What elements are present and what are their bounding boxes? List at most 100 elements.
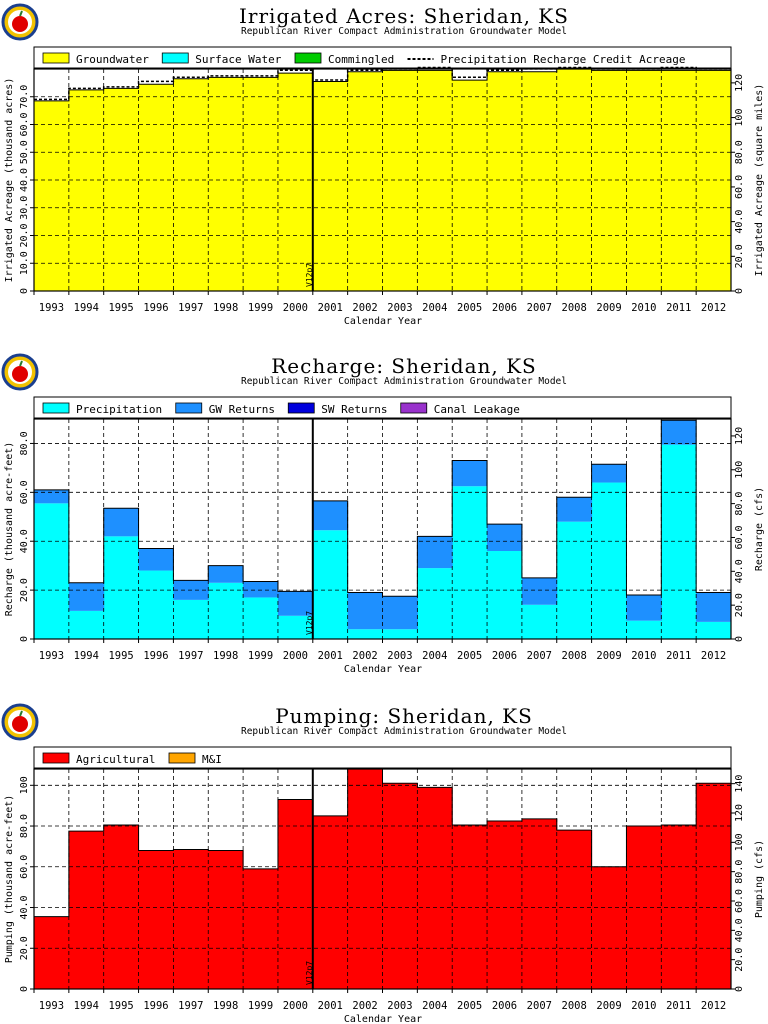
x-tick-label-1997: 1997: [178, 302, 203, 314]
x-tick-label-2000: 2000: [283, 650, 308, 662]
x-tick-label-1995: 1995: [108, 1000, 133, 1012]
x-axis-label: Calendar Year: [344, 1014, 422, 1024]
x-tick-label-2001: 2001: [318, 650, 343, 662]
bar-1998: [208, 77, 244, 291]
apple-stem: [19, 360, 23, 367]
x-tick-label-1994: 1994: [74, 650, 99, 662]
x-tick-label-1993: 1993: [39, 650, 64, 662]
x-axis: 1993 1994 1995 1996 1997 1998 1999 2000 2001 2002…: [33, 989, 726, 1024]
x-tick-label-1999: 1999: [248, 650, 273, 662]
y-tick-label-60.0: 60.0: [19, 855, 30, 879]
x-tick-label-2006: 2006: [492, 1000, 517, 1012]
bar-2005: [452, 460, 488, 487]
bar-2007: [521, 577, 558, 605]
x-tick-label-2011: 2011: [666, 302, 691, 314]
x-tick-label-2008: 2008: [562, 1000, 587, 1012]
y2-tick-label-20.0: 20.0: [734, 244, 745, 268]
bar-2009: [591, 70, 627, 291]
y2-tick-label-80.0: 80.0: [734, 492, 745, 516]
legend-swatch-2: [287, 402, 315, 414]
bar-2009: [591, 482, 627, 639]
y2-tick-label-20.0: 20.0: [734, 948, 745, 972]
x-tick-label-1996: 1996: [143, 650, 168, 662]
y2-tick-label-120: 120: [734, 804, 745, 822]
y2-tick-label-40.0: 40.0: [734, 210, 745, 234]
y2-tick-label-80.0: 80.0: [734, 860, 745, 884]
bar-2009: [591, 464, 627, 483]
y2-tick-label-40.0: 40.0: [734, 918, 745, 942]
bar-2009: [591, 866, 627, 989]
bar-1999: [243, 597, 279, 639]
legend-swatch-1: [168, 752, 196, 764]
y-tick-label-40.0: 40.0: [19, 895, 30, 919]
y-tick-label-70.0: 70.0: [19, 85, 30, 109]
y-axis-right: 0 20.0 40.0 60.0 80.0 100 120 140 Pumping (cfs): [731, 775, 765, 992]
chart-subtitle: Republican River Compact Administration …: [241, 726, 567, 737]
y2-tick-label-80.0: 80.0: [734, 140, 745, 164]
x-axis: 1993 1994 1995 1996 1997 1998 1999 2000 2001 2002…: [33, 291, 726, 327]
series-gw-returns: [34, 420, 732, 630]
bar-1994: [68, 610, 105, 639]
legend-label-2: SW Returns: [321, 403, 387, 416]
legend-label-0: Precipitation: [76, 403, 162, 416]
x-tick-label-2009: 2009: [596, 650, 621, 662]
y2-axis-label: Recharge (cfs): [754, 487, 765, 571]
legend-swatch-2: [294, 52, 322, 64]
chart-title: Irrigated Acres: Sheridan, KS: [239, 4, 569, 28]
apple-icon: [12, 716, 28, 732]
x-tick-label-1995: 1995: [108, 650, 133, 662]
x-tick-label-2004: 2004: [422, 650, 447, 662]
bar-2008: [556, 497, 593, 522]
bar-1996: [138, 570, 174, 639]
y2-tick-label-20.0: 20.0: [734, 593, 745, 617]
bar-1998: [208, 850, 244, 989]
x-tick-label-1993: 1993: [39, 302, 64, 314]
x-tick-label-2005: 2005: [457, 650, 482, 662]
y-tick-label-20.0: 20.0: [19, 936, 30, 960]
bar-2012: [696, 592, 732, 622]
bar-2010: [626, 620, 662, 639]
bar-2010: [626, 70, 662, 291]
x-tick-label-2006: 2006: [492, 650, 517, 662]
bar-1996: [138, 548, 174, 571]
x-tick-label-2006: 2006: [492, 302, 517, 314]
bar-2004: [417, 536, 453, 569]
y2-tick-label-140: 140: [734, 775, 745, 793]
bar-2012: [696, 783, 732, 989]
x-tick-label-1998: 1998: [213, 650, 238, 662]
legend-box: [33, 396, 732, 419]
bar-2002: [347, 71, 383, 292]
y-tick-label-80.0: 80.0: [19, 814, 30, 838]
y-axis-left: 0 20.0 40.0 60.0 80.0 100 Pumping (thousand ac…: [4, 776, 34, 992]
x-tick-label-2011: 2011: [666, 1000, 691, 1012]
bar-1999: [243, 868, 279, 989]
chart-title: Pumping: Sheridan, KS: [275, 704, 533, 728]
x-tick-label-1996: 1996: [143, 1000, 168, 1012]
y2-tick-label-100: 100: [734, 833, 745, 851]
legend-label-0: Agricultural: [76, 753, 155, 766]
y-tick-label-100: 100: [19, 776, 30, 794]
chart-title: Recharge: Sheridan, KS: [271, 354, 537, 378]
legend: Agricultural M&I: [33, 746, 732, 769]
apple-stem: [19, 710, 23, 717]
y2-axis-label: Irrigated Acreage (square miles): [754, 84, 765, 277]
bar-1997: [173, 599, 209, 639]
x-tick-label-2003: 2003: [387, 1000, 412, 1012]
bar-1994: [68, 89, 105, 291]
x-tick-label-1999: 1999: [248, 302, 273, 314]
bar-2005: [452, 80, 488, 291]
bar-2006: [487, 524, 523, 551]
legend-swatch-1: [175, 402, 203, 414]
bar-2007: [521, 818, 558, 989]
y2-tick-label-120: 120: [734, 427, 745, 445]
x-tick-label-2002: 2002: [352, 650, 377, 662]
x-tick-label-2005: 2005: [457, 1000, 482, 1012]
bar-1999: [243, 77, 279, 291]
bar-1993: [34, 916, 70, 989]
apple-icon: [12, 366, 28, 382]
series-precipitation: [34, 444, 732, 639]
legend-label-1: M&I: [202, 753, 222, 766]
legend: Precipitation GW Returns SW Returns Canal L…: [33, 396, 732, 419]
y2-tick-label-40.0: 40.0: [734, 559, 745, 583]
y2-tick-label-120: 120: [734, 74, 745, 92]
